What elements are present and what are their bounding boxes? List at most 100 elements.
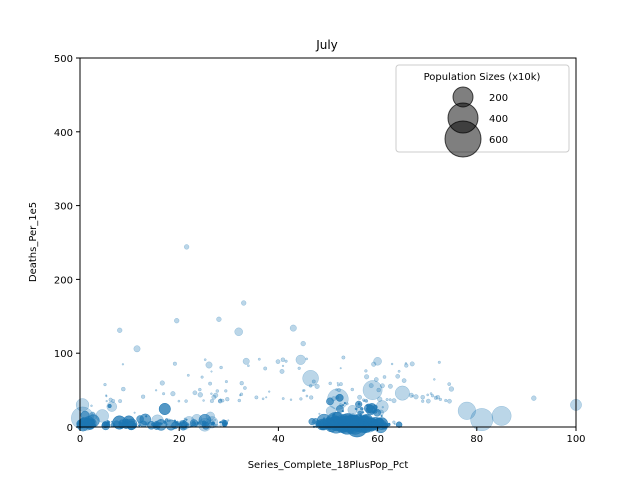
data-point [355, 423, 358, 426]
data-point [84, 423, 87, 427]
data-point [350, 418, 353, 421]
data-point [355, 422, 358, 425]
data-point [350, 417, 365, 432]
data-point [363, 419, 367, 423]
data-point [163, 420, 167, 424]
data-point [338, 422, 342, 425]
data-point [106, 420, 109, 423]
data-point [216, 316, 222, 322]
data-point [361, 421, 364, 425]
data-point [325, 422, 332, 430]
data-point [361, 424, 364, 427]
data-point [89, 421, 93, 426]
data-point [213, 423, 216, 426]
data-point [356, 406, 364, 414]
data-point [346, 419, 359, 432]
data-point [145, 415, 148, 418]
data-point [337, 422, 341, 426]
data-point [317, 422, 321, 426]
data-point [363, 422, 367, 426]
data-point [352, 423, 355, 426]
data-point [355, 415, 359, 418]
data-point [355, 423, 359, 426]
data-point [348, 420, 353, 425]
data-point [329, 423, 332, 426]
data-point [224, 422, 228, 425]
data-point [82, 423, 85, 426]
data-point [425, 398, 431, 404]
data-point [351, 424, 354, 427]
data-point [358, 422, 361, 426]
data-point [358, 421, 363, 425]
data-point [359, 418, 373, 432]
data-point [348, 420, 351, 423]
data-point [101, 421, 109, 428]
data-point [103, 382, 107, 387]
data-point [151, 422, 155, 427]
data-point [361, 420, 365, 424]
data-point [174, 318, 180, 324]
data-point [174, 420, 177, 423]
data-point [322, 417, 326, 420]
data-point [364, 423, 368, 427]
data-point [346, 421, 349, 424]
data-point [334, 418, 338, 421]
data-point [377, 422, 382, 427]
data-point [198, 387, 202, 392]
data-point [371, 423, 374, 426]
y-tick-label: 0 [67, 423, 73, 434]
data-point [346, 422, 350, 426]
data-point [332, 413, 336, 416]
data-point [367, 421, 374, 428]
data-point [364, 420, 370, 426]
data-point [346, 421, 350, 425]
data-point [349, 420, 360, 432]
data-point [369, 421, 377, 428]
data-point [85, 419, 88, 423]
data-point [106, 421, 110, 426]
data-point [337, 422, 341, 426]
data-point [335, 421, 338, 424]
data-point [351, 418, 363, 430]
data-point [375, 420, 378, 423]
data-point [374, 417, 384, 427]
data-point [380, 414, 383, 418]
data-point [335, 422, 339, 426]
data-point [367, 422, 372, 426]
data-point [340, 418, 352, 430]
data-point [377, 424, 380, 427]
y-tick-label: 500 [54, 54, 73, 65]
data-point [219, 421, 222, 424]
data-point [333, 423, 336, 427]
data-point [360, 421, 363, 425]
data-point [336, 420, 344, 429]
data-point [338, 420, 350, 432]
data-point [346, 422, 354, 430]
data-point [342, 417, 345, 421]
data-point [279, 368, 285, 374]
data-point [335, 393, 344, 402]
data-point [362, 423, 365, 427]
data-point [106, 421, 110, 426]
data-point [356, 423, 359, 427]
data-point [334, 422, 337, 425]
data-point [349, 420, 352, 423]
data-point [341, 410, 344, 413]
data-point [380, 423, 385, 427]
data-point [341, 423, 344, 426]
data-point [338, 421, 346, 428]
data-point [347, 421, 350, 424]
data-point [308, 418, 316, 426]
data-point [355, 421, 358, 424]
data-point [339, 416, 348, 426]
data-point [76, 419, 86, 429]
data-point [372, 423, 375, 426]
data-point [355, 419, 369, 434]
data-point [352, 422, 355, 426]
data-point [353, 421, 356, 424]
data-point [139, 413, 152, 426]
data-point [90, 418, 95, 423]
data-point [339, 419, 343, 423]
data-point [353, 421, 356, 424]
data-point [334, 419, 338, 423]
